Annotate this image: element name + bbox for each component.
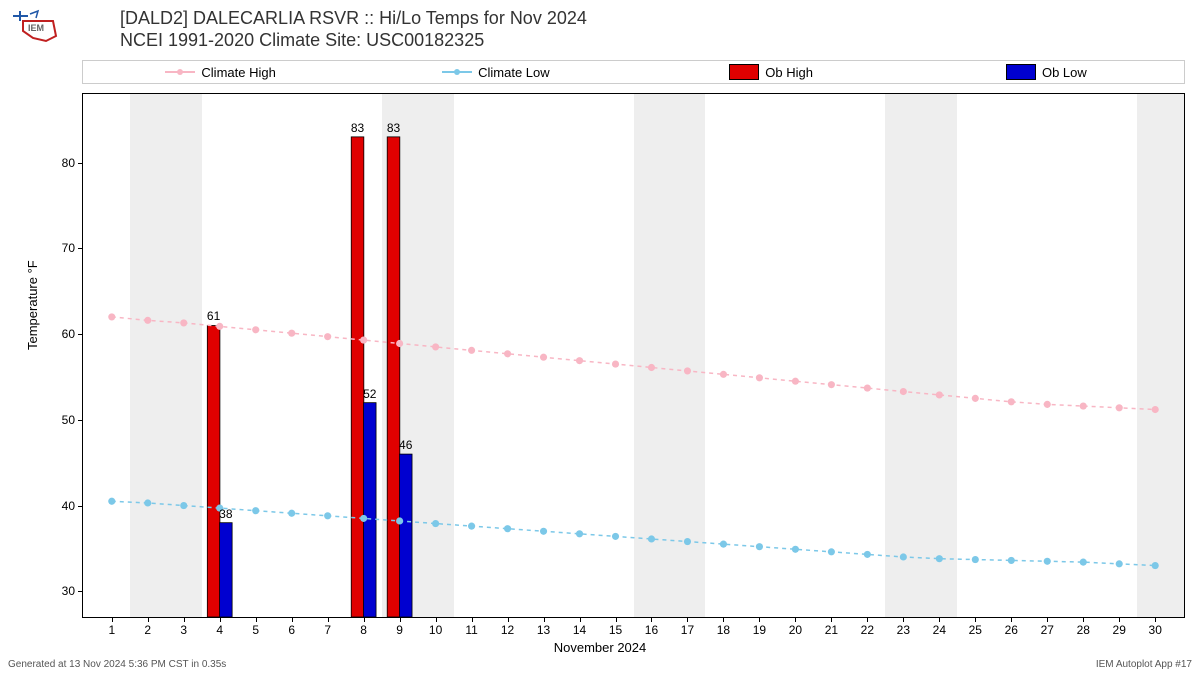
- legend-label: Climate Low: [478, 65, 550, 80]
- climate-high-marker: [144, 317, 151, 324]
- climate-low-marker: [1044, 558, 1051, 565]
- climate-low-marker: [1152, 562, 1159, 569]
- legend: Climate High Climate Low Ob High Ob Low: [82, 60, 1185, 84]
- climate-high-marker: [756, 374, 763, 381]
- bar-value-label: 83: [387, 121, 400, 135]
- climate-low-marker: [864, 551, 871, 558]
- climate-high-marker: [216, 323, 223, 330]
- y-axis-label: Temperature °F: [25, 260, 40, 350]
- climate-low-marker: [324, 512, 331, 519]
- legend-label: Climate High: [201, 65, 275, 80]
- climate-low-marker: [936, 555, 943, 562]
- footer-generated: Generated at 13 Nov 2024 5:36 PM CST in …: [8, 659, 226, 670]
- climate-low-marker: [756, 543, 763, 550]
- climate-high-marker: [972, 395, 979, 402]
- ob-high-bar: [387, 137, 400, 617]
- climate-high-marker: [1116, 404, 1123, 411]
- climate-high-marker: [720, 371, 727, 378]
- climate-low-marker: [360, 515, 367, 522]
- climate-low-marker: [576, 530, 583, 537]
- legend-climate-low: Climate Low: [358, 65, 633, 80]
- legend-label: Ob High: [765, 65, 813, 80]
- climate-high-marker: [936, 391, 943, 398]
- chart-plot-area: 3040506070801234567891011121314151617181…: [82, 93, 1185, 618]
- climate-high-marker: [504, 350, 511, 357]
- climate-low-line: [112, 501, 1155, 565]
- climate-low-marker: [252, 507, 259, 514]
- climate-low-marker: [792, 546, 799, 553]
- climate-high-line: [112, 317, 1155, 410]
- climate-low-marker: [108, 498, 115, 505]
- climate-high-marker: [324, 333, 331, 340]
- climate-high-marker: [792, 378, 799, 385]
- climate-low-marker: [540, 528, 547, 535]
- climate-low-marker: [144, 499, 151, 506]
- climate-high-marker: [828, 381, 835, 388]
- ob-high-bar: [207, 325, 220, 617]
- climate-high-marker: [648, 364, 655, 371]
- climate-low-marker: [720, 541, 727, 548]
- ob-low-bar: [363, 403, 376, 617]
- x-axis-label: November 2024: [554, 640, 647, 655]
- climate-low-marker: [828, 548, 835, 555]
- climate-high-marker: [108, 313, 115, 320]
- climate-high-marker: [252, 326, 259, 333]
- climate-low-marker: [900, 553, 907, 560]
- svg-text:IEM: IEM: [28, 23, 44, 33]
- climate-low-marker: [1116, 560, 1123, 567]
- climate-low-marker: [972, 556, 979, 563]
- ob-high-bar: [351, 137, 364, 617]
- climate-high-marker: [180, 319, 187, 326]
- climate-high-marker: [900, 388, 907, 395]
- climate-high-marker: [288, 330, 295, 337]
- ob-low-bar: [220, 523, 233, 617]
- legend-ob-low: Ob Low: [909, 64, 1184, 80]
- climate-high-marker: [576, 357, 583, 364]
- climate-high-marker: [396, 340, 403, 347]
- climate-high-marker: [432, 343, 439, 350]
- climate-high-marker: [540, 354, 547, 361]
- ob-low-bar: [399, 454, 412, 617]
- climate-high-marker: [864, 385, 871, 392]
- climate-low-marker: [432, 520, 439, 527]
- climate-high-marker: [1044, 401, 1051, 408]
- footer-app: IEM Autoplot App #17: [1096, 659, 1192, 670]
- climate-low-marker: [1008, 557, 1015, 564]
- iem-logo: IEM: [8, 6, 58, 46]
- bar-value-label: 46: [399, 438, 412, 452]
- climate-high-marker: [360, 336, 367, 343]
- climate-low-marker: [612, 533, 619, 540]
- climate-low-marker: [684, 538, 691, 545]
- climate-low-marker: [396, 517, 403, 524]
- climate-high-marker: [468, 347, 475, 354]
- climate-low-marker: [648, 535, 655, 542]
- chart-subtitle: NCEI 1991-2020 Climate Site: USC00182325: [120, 30, 484, 51]
- legend-climate-high: Climate High: [83, 65, 358, 80]
- legend-ob-high: Ob High: [634, 64, 909, 80]
- climate-low-marker: [468, 523, 475, 530]
- bar-value-label: 38: [219, 507, 232, 521]
- bar-value-label: 52: [363, 387, 376, 401]
- climate-low-marker: [180, 502, 187, 509]
- climate-high-marker: [612, 361, 619, 368]
- bar-value-label: 61: [207, 309, 220, 323]
- legend-label: Ob Low: [1042, 65, 1087, 80]
- climate-high-marker: [684, 367, 691, 374]
- climate-low-marker: [1080, 559, 1087, 566]
- climate-low-marker: [504, 525, 511, 532]
- climate-low-marker: [288, 510, 295, 517]
- chart-title: [DALD2] DALECARLIA RSVR :: Hi/Lo Temps f…: [120, 8, 587, 29]
- climate-high-marker: [1080, 403, 1087, 410]
- climate-high-marker: [1152, 406, 1159, 413]
- bar-value-label: 83: [351, 121, 364, 135]
- climate-high-marker: [1008, 398, 1015, 405]
